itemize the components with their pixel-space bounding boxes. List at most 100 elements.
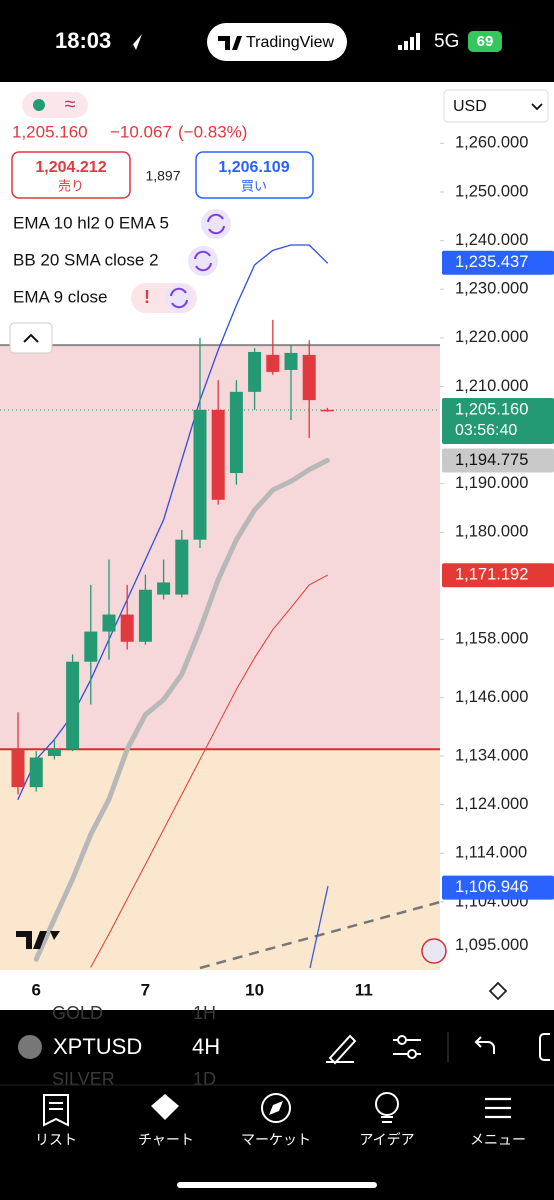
x-tick-label: 7 [141,980,150,999]
last-price: 1,205.160 [12,122,88,141]
session-icon [421,938,447,964]
candle-body [102,614,116,632]
x-tick-label: 10 [245,980,264,999]
price-label-bg [442,563,554,588]
list-icon [43,1094,69,1127]
price-label-bg [442,250,554,275]
sell-button[interactable] [11,151,131,199]
indicator-reload[interactable] [188,246,218,276]
collapse-button[interactable] [9,322,53,354]
price-label-bg [442,875,554,900]
indicator-label[interactable]: EMA 10 hl2 0 EMA 5 [13,213,169,232]
y-tick-label: 1,124.000 [455,795,528,813]
y-tick-label: 1,134.000 [455,746,528,764]
tab-label[interactable]: チャート [138,1132,194,1148]
symbol-icon [18,1035,42,1059]
y-tick-label: 1,190.000 [455,474,528,492]
candle-body [138,589,152,642]
x-tick-label: 11 [355,980,373,999]
zone [0,345,440,750]
home-indicator [177,1182,377,1188]
compass-needle [269,1101,283,1115]
draw-tool[interactable] [326,1034,357,1065]
buy-button[interactable] [195,151,314,199]
candle-body [320,409,334,412]
y-tick-label: 1,114.000 [455,844,527,862]
price-label: 1,171.192 [455,566,528,584]
tab-label[interactable]: アイデア [359,1132,414,1148]
tab-label[interactable]: メニュー [470,1132,526,1148]
location-icon [128,34,142,50]
x-tick-label: 6 [31,980,40,999]
chevron-up [23,333,39,343]
interval[interactable]: 4H [192,1034,220,1059]
candle-body [84,631,98,662]
buy-price: 1,206.109 [218,159,289,176]
y-tick-label: 1,210.000 [455,377,528,395]
y-tick-label: 1,260.000 [455,134,528,152]
y-tick-label: 1,095.000 [455,936,528,954]
more-button[interactable] [539,1033,550,1061]
tab-label[interactable]: リスト [35,1132,77,1148]
battery-level: 69 [477,33,494,50]
change-percent: (−0.83%) [178,122,247,141]
y-tick-label: 1,158.000 [455,630,528,648]
reload-icon [207,213,225,235]
indicator-reload[interactable] [201,209,231,239]
app-name: TradingView [246,34,334,51]
indicator-label[interactable]: BB 20 SMA close 2 [13,250,159,269]
clock: 18:03 [55,28,111,53]
time-axis [0,970,554,1010]
slider-knob [407,1049,417,1059]
ghost-interval: 1D [193,1069,216,1089]
y-tick-label: 1,146.000 [455,688,528,706]
indicator-line [33,457,330,962]
candle-body [229,391,243,474]
indicator-line [90,574,328,968]
axis: 1,260.000 1,250.000 1,240.000 1,230.000 1,22… [440,134,554,954]
candle-body [120,614,134,642]
price-label: 1,205.160 [455,400,528,418]
signal-icon [398,33,420,50]
bulb-base [381,1116,393,1123]
currency-select[interactable] [443,89,549,123]
alert-icon: ! [144,287,150,307]
ideas-icon [375,1092,399,1116]
buy-label: 買い [241,178,267,193]
toolbar [0,1010,554,1085]
candle-body [248,351,262,392]
price-label: 1,194.775 [455,451,528,469]
change: −10.067 [110,122,172,141]
sell-price: 1,204.212 [35,159,106,176]
y-tick-label: 1,250.000 [455,182,528,200]
price-label: 1,106.946 [455,878,528,896]
trend-drawing [309,885,329,969]
price-axis [440,82,554,1010]
app-pill[interactable] [207,23,347,61]
indicator-label[interactable]: EMA 9 close [13,287,108,306]
candle-body [284,352,298,370]
chart-icon [151,1094,179,1120]
tab-label[interactable]: マーケット [241,1132,311,1148]
candle-body [47,749,61,757]
y-tick-label: 1,180.000 [455,523,528,541]
candle-body [302,354,316,401]
candle-body [29,757,43,788]
y-tick-label: 1,230.000 [455,280,528,298]
y-tick-label: 1,240.000 [455,231,528,249]
symbol[interactable]: XPTUSD [53,1034,142,1059]
network: 5G [434,31,459,52]
battery [468,31,502,52]
candle-body [157,582,171,595]
candle-body [193,409,207,540]
tv-icon [218,36,242,50]
market-open-dot [33,99,45,111]
status-pill[interactable] [22,92,88,118]
ghost-symbol: GOLD [52,1003,103,1023]
undo-button[interactable] [474,1036,495,1054]
settings-icon[interactable] [488,981,508,1001]
price-label: 1,235.437 [455,253,528,271]
